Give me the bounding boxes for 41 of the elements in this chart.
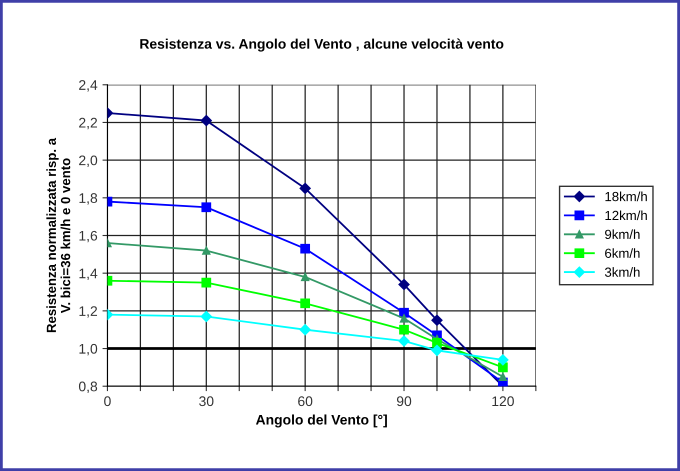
y-axis-title: Resistenza normalizzata risp. a V. bici=36 km/h e 0 vento	[46, 138, 70, 332]
point	[300, 272, 310, 282]
point	[498, 372, 508, 381]
legend-label: 9km/h	[605, 229, 640, 240]
x-axis-title: Angolo del Vento [°]	[256, 414, 387, 428]
point	[432, 338, 442, 348]
point	[200, 310, 212, 322]
point	[200, 114, 212, 126]
legend-label: 6km/h	[605, 248, 640, 258]
point	[300, 182, 311, 194]
y-tick-label: 2,4	[79, 80, 98, 92]
y-tick-label: 1,8	[79, 193, 98, 205]
y-tick-label: 1,2	[79, 306, 98, 318]
legend-label: 3km/h	[604, 267, 640, 277]
point	[431, 314, 443, 326]
point	[300, 324, 311, 336]
chart-title: Resistenza vs. Angolo del Vento , alcune velocità vento	[140, 38, 504, 52]
x-tick-label: 120	[492, 396, 514, 406]
point	[431, 344, 443, 356]
point	[400, 314, 408, 323]
y-tick-label: 0,8	[78, 382, 98, 394]
legend-label: 18km/h	[605, 192, 647, 202]
point	[497, 354, 508, 366]
y-tick-label: 1,4	[79, 268, 98, 280]
x-tick-label: 0	[104, 396, 111, 406]
point	[399, 324, 409, 335]
point	[202, 246, 210, 255]
y-tick-label: 1,0	[79, 344, 98, 356]
point	[300, 244, 310, 254]
x-tick-label: 60	[298, 396, 312, 406]
point	[201, 278, 212, 288]
legend-label: 12km/h	[605, 210, 647, 220]
x-tick-label: 90	[396, 396, 412, 406]
point	[398, 278, 410, 290]
y-tick-label: 2,2	[79, 118, 98, 130]
point	[398, 335, 410, 347]
y-tick-label: 2,0	[79, 155, 98, 167]
point	[201, 202, 212, 212]
x-tick-label: 30	[199, 396, 214, 406]
point	[300, 298, 310, 308]
y-tick-label: 1,6	[79, 230, 98, 242]
